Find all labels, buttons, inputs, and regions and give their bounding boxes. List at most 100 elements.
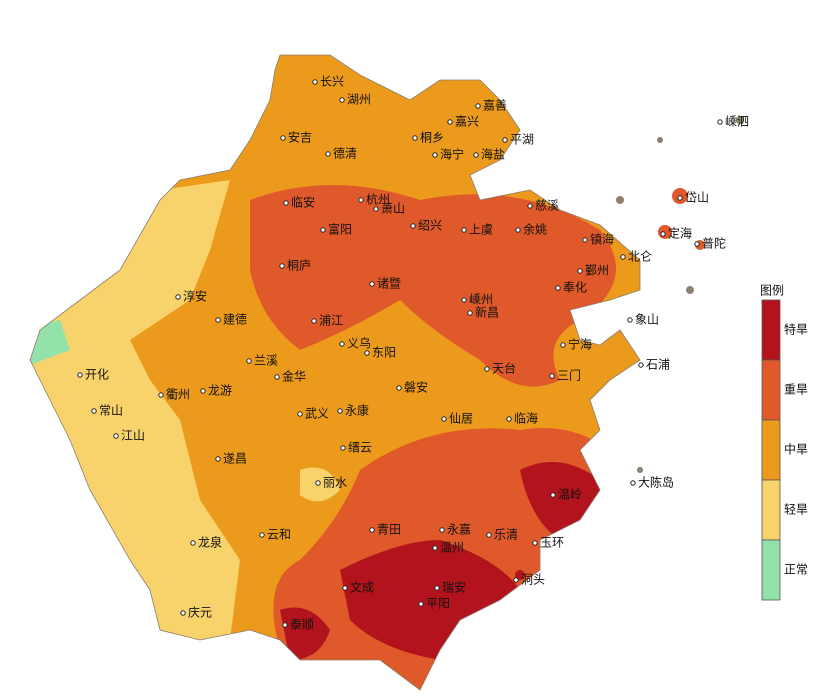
city-dot xyxy=(259,532,265,538)
city-label: 文成 xyxy=(350,580,374,595)
city-dot xyxy=(339,341,345,347)
city-dot xyxy=(410,223,416,229)
legend-swatch xyxy=(761,419,781,481)
city-dot xyxy=(246,358,252,364)
city-label: 温州 xyxy=(440,541,464,555)
city-label: 富阳 xyxy=(328,222,352,237)
city-label: 德清 xyxy=(333,146,357,161)
city-label: 遂昌 xyxy=(223,452,247,466)
city-label: 湖州 xyxy=(347,92,371,107)
city-label: 玉环 xyxy=(540,536,564,550)
city-label: 宁海 xyxy=(568,337,592,352)
city-dot xyxy=(373,206,379,212)
city-dot xyxy=(677,195,683,201)
city-label: 温岭 xyxy=(558,488,582,502)
city-dot xyxy=(447,119,453,125)
city-dot xyxy=(620,254,626,260)
city-label: 建德 xyxy=(223,312,247,327)
city-dot xyxy=(515,227,521,233)
city-dot xyxy=(158,392,164,398)
city-dot xyxy=(200,388,206,394)
city-dot xyxy=(461,297,467,303)
city-dot xyxy=(215,317,221,323)
city-dot xyxy=(280,135,286,141)
city-label: 乐清 xyxy=(494,528,518,542)
island xyxy=(637,467,643,473)
city-label: 慈溪 xyxy=(535,198,559,213)
city-dot xyxy=(432,152,438,158)
city-dot xyxy=(527,203,533,209)
city-label: 安吉 xyxy=(288,130,312,145)
region-extreme xyxy=(280,607,330,660)
island xyxy=(616,196,624,204)
city-dot xyxy=(473,152,479,158)
city-label: 衢州 xyxy=(166,388,190,402)
city-dot xyxy=(315,480,321,486)
city-dot xyxy=(396,385,402,391)
city-dot xyxy=(282,622,288,628)
city-dot xyxy=(175,294,181,300)
city-dot xyxy=(432,545,438,551)
city-dot xyxy=(283,200,289,206)
city-dot xyxy=(369,281,375,287)
legend-swatch xyxy=(761,299,781,361)
city-label: 定海 xyxy=(668,226,692,241)
city-label: 嘉兴 xyxy=(455,115,479,129)
city-dot xyxy=(180,610,186,616)
city-dot xyxy=(549,373,555,379)
city-label: 天台 xyxy=(492,361,516,376)
city-label: 云和 xyxy=(267,528,291,542)
city-dot xyxy=(312,79,318,85)
city-dot xyxy=(364,350,370,356)
city-dot xyxy=(339,97,345,103)
city-label: 义乌 xyxy=(347,336,371,351)
island xyxy=(686,286,694,294)
island xyxy=(657,137,663,143)
legend-swatch xyxy=(761,539,781,601)
city-dot xyxy=(311,318,317,324)
city-label: 常山 xyxy=(99,404,123,418)
city-label: 丽水 xyxy=(323,476,347,490)
city-dot xyxy=(717,119,723,125)
city-label: 庆元 xyxy=(188,606,212,620)
legend-label: 重旱 xyxy=(784,383,808,397)
city-dot xyxy=(439,527,445,533)
city-label: 嵊泗 xyxy=(725,115,749,129)
city-label: 临海 xyxy=(514,411,538,426)
city-label: 平阳 xyxy=(426,597,450,611)
city-dot xyxy=(274,374,280,380)
city-label: 开化 xyxy=(85,368,109,382)
city-label: 仙居 xyxy=(449,412,473,426)
city-label: 青田 xyxy=(377,523,401,537)
city-dot xyxy=(694,241,700,247)
city-label: 鄞州 xyxy=(585,264,609,278)
legend-label: 轻旱 xyxy=(784,503,808,517)
city-dot xyxy=(342,585,348,591)
city-label: 杭州 xyxy=(366,192,390,207)
city-label: 嵊州 xyxy=(469,293,493,307)
city-label: 浦江 xyxy=(319,314,343,328)
city-dot xyxy=(418,601,424,607)
city-label: 东阳 xyxy=(372,346,396,360)
city-dot xyxy=(475,103,481,109)
city-dot xyxy=(532,540,538,546)
city-label: 长兴 xyxy=(320,75,344,89)
legend-swatch xyxy=(761,359,781,421)
city-dot xyxy=(467,310,473,316)
city-label: 普陀 xyxy=(702,236,726,251)
city-label: 石浦 xyxy=(646,358,670,372)
city-dot xyxy=(630,480,636,486)
city-dot xyxy=(340,445,346,451)
city-dot xyxy=(91,408,97,414)
city-dot xyxy=(369,527,375,533)
city-label: 嘉善 xyxy=(483,98,507,113)
city-label: 永嘉 xyxy=(447,523,471,537)
city-label: 缙云 xyxy=(348,441,372,455)
city-dot xyxy=(484,366,490,372)
city-label: 上虞 xyxy=(469,223,493,237)
city-label: 武义 xyxy=(305,407,329,421)
city-dot xyxy=(582,237,588,243)
